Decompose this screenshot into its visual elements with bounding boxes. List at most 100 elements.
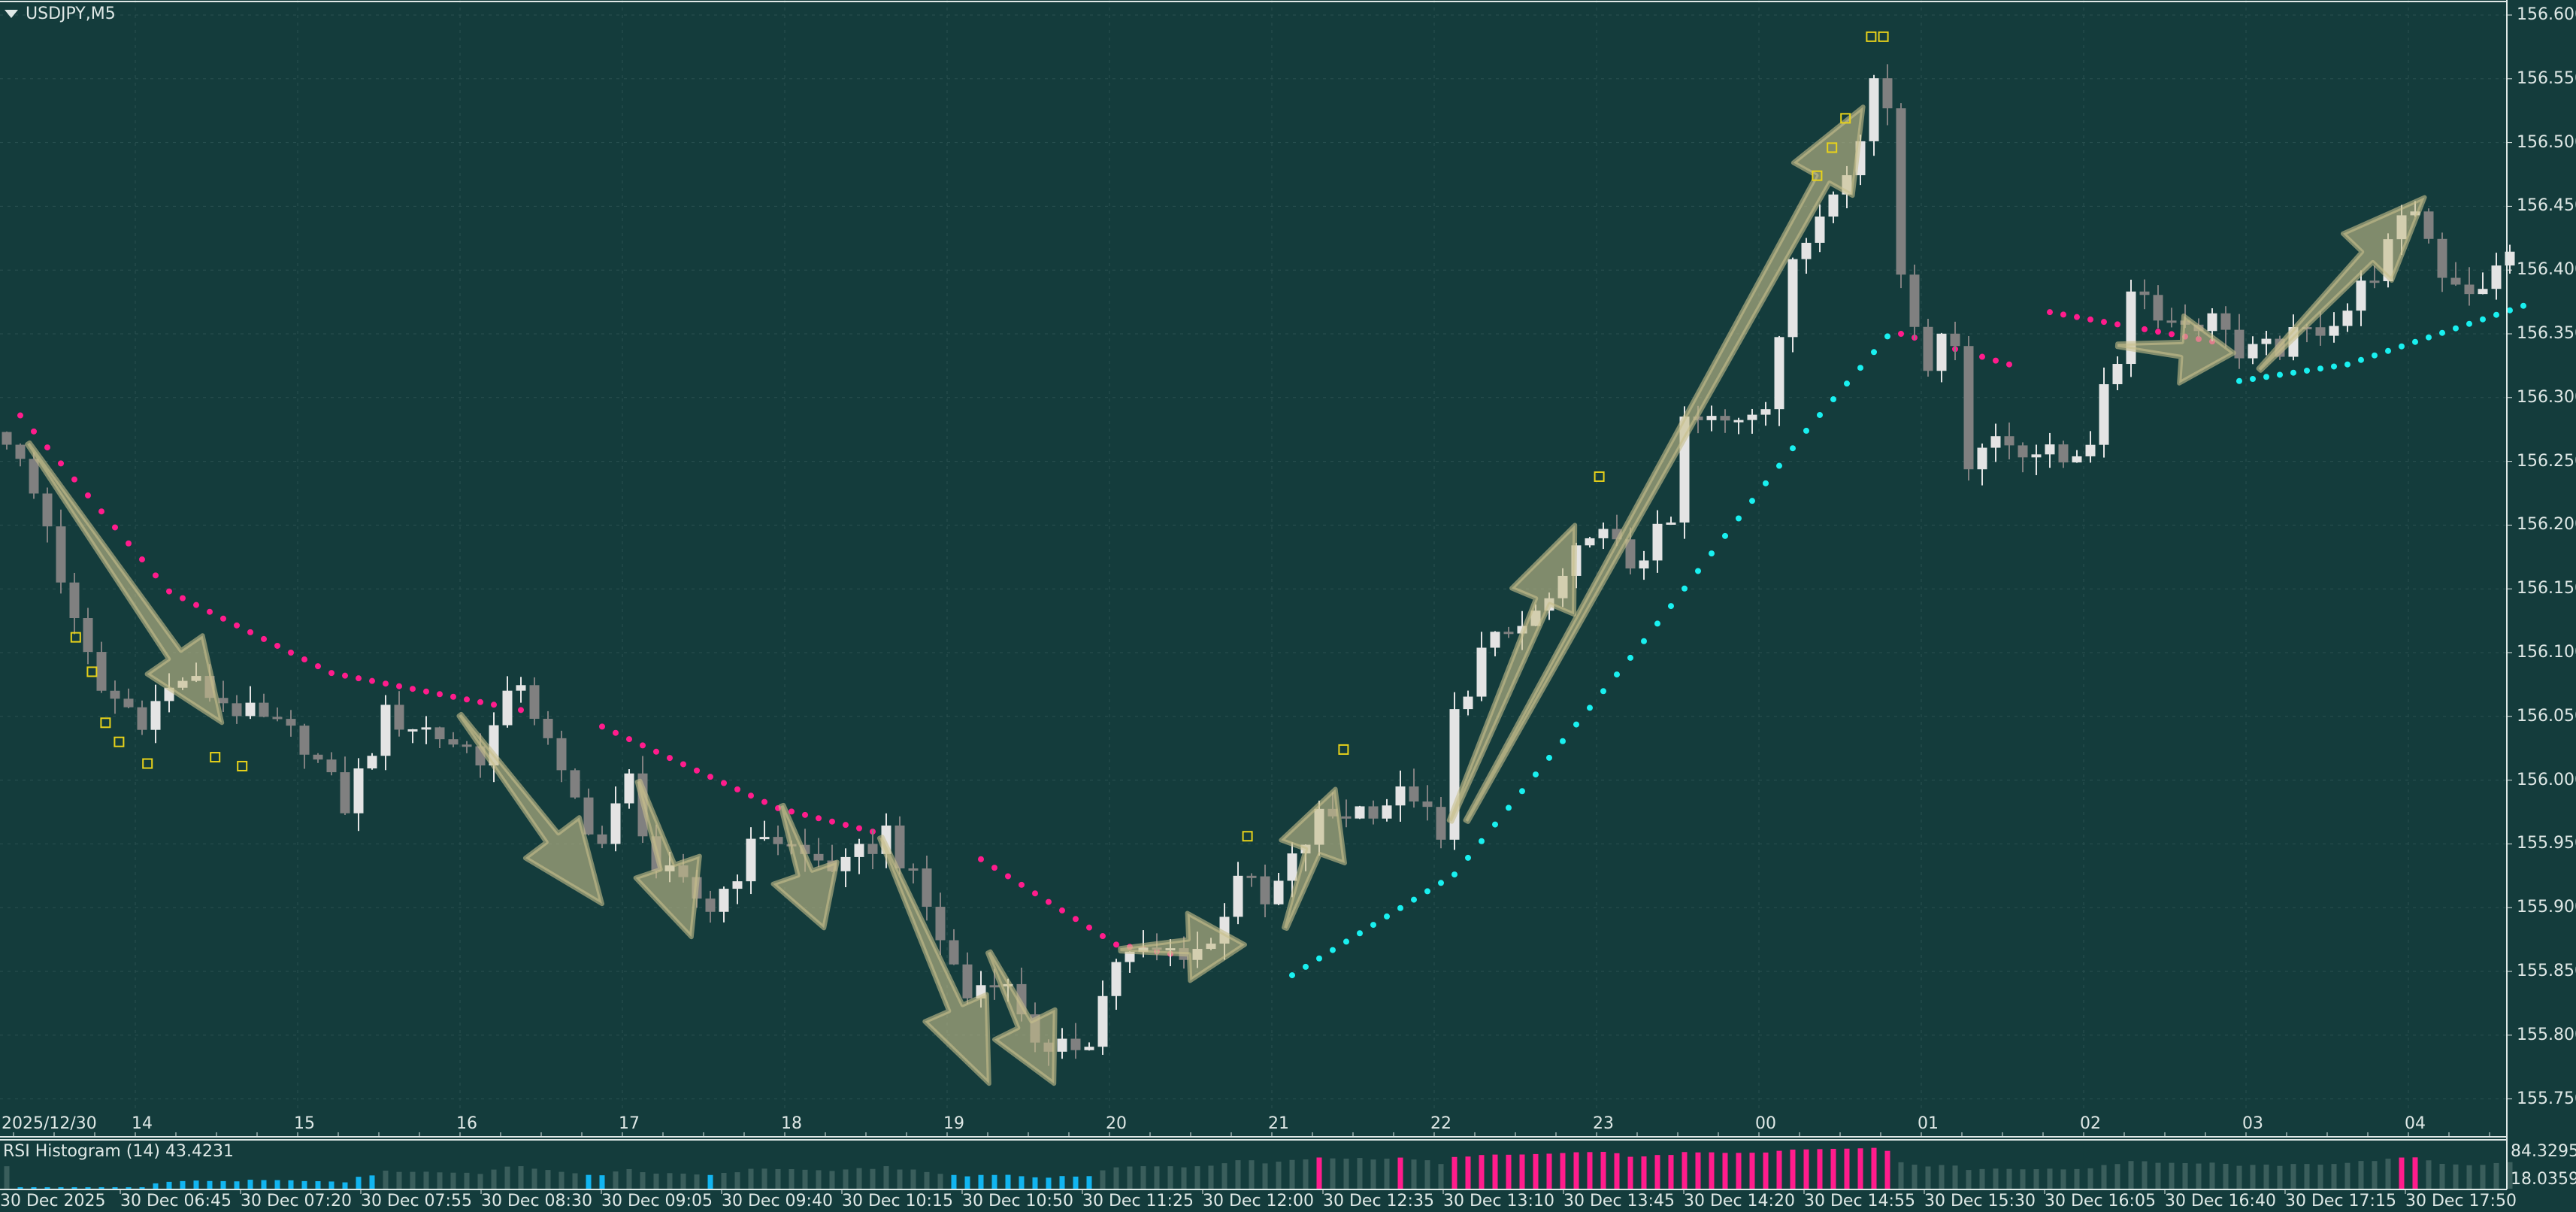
- price-label: 156.050: [2517, 706, 2576, 726]
- rsi-bar: [1046, 1177, 1052, 1189]
- psar-dot: [1073, 916, 1079, 923]
- candle-body: [1598, 529, 1609, 538]
- candle-body: [2356, 280, 2366, 311]
- psar-dot: [1979, 353, 1985, 360]
- price-label: 155.800: [2517, 1025, 2576, 1044]
- psar-dot: [2507, 307, 2513, 314]
- candle-body: [1828, 194, 1839, 217]
- candle: [1084, 1042, 1094, 1051]
- symbol-title[interactable]: USDJPY,M5: [5, 5, 116, 23]
- psar-dot: [1411, 896, 1417, 903]
- candle: [610, 786, 621, 852]
- candle-body: [2464, 284, 2475, 295]
- rsi-bar: [1844, 1148, 1850, 1189]
- candle: [462, 741, 472, 753]
- date-label: 30 Dec 12:35: [1323, 1192, 1434, 1210]
- candle: [1409, 768, 1419, 808]
- rsi-bar: [1966, 1170, 1972, 1189]
- trend-arrow: [2114, 313, 2236, 386]
- psar-dot: [356, 675, 362, 682]
- candle-body: [1815, 217, 1825, 243]
- psar-dot: [1857, 365, 1863, 371]
- rsi-bar: [17, 1187, 23, 1189]
- psar-dot: [2142, 326, 2148, 332]
- candle: [773, 826, 783, 856]
- collapse-triangle-icon[interactable]: [5, 10, 18, 18]
- psar-dot: [1790, 445, 1796, 452]
- psar-dot: [1817, 411, 1823, 418]
- rsi-bar: [1492, 1154, 1498, 1189]
- rsi-bar: [504, 1166, 510, 1189]
- rsi-bar: [2033, 1169, 2039, 1189]
- candle: [2139, 279, 2150, 310]
- candle: [245, 686, 256, 720]
- candle: [2058, 441, 2069, 468]
- psar-dot: [2101, 319, 2107, 326]
- rsi-bar: [531, 1168, 537, 1189]
- candle: [2315, 311, 2326, 346]
- rsi-bar: [1884, 1150, 1890, 1189]
- rsi-bar: [2493, 1162, 2499, 1189]
- candle: [1097, 980, 1108, 1055]
- rsi-bar: [1397, 1157, 1403, 1189]
- rsi-bar: [1614, 1153, 1620, 1189]
- price-label: 156.300: [2517, 387, 2576, 407]
- rsi-bar: [1790, 1149, 1796, 1189]
- psar-dot: [98, 508, 104, 515]
- rsi-bar: [951, 1174, 957, 1189]
- candle: [1490, 631, 1500, 656]
- psar-dot: [1100, 933, 1106, 940]
- rsi-bar: [2466, 1165, 2472, 1189]
- candle: [556, 730, 567, 783]
- rsi-bar: [1519, 1154, 1525, 1189]
- psar-dot: [1600, 688, 1606, 695]
- candle: [1869, 74, 1879, 156]
- candle-body: [719, 889, 729, 912]
- psar-dot: [1654, 620, 1660, 627]
- candle: [83, 608, 93, 665]
- price-label: 156.450: [2517, 196, 2576, 216]
- psar-dot: [2060, 311, 2066, 318]
- date-label: 30 Dec 15:30: [1924, 1192, 2036, 1210]
- signal-marker-icon: [1338, 744, 1349, 755]
- psar-dot: [2087, 316, 2093, 323]
- candle: [543, 711, 553, 745]
- psar-dot: [477, 698, 483, 705]
- psar-dot: [1844, 380, 1850, 387]
- rsi-bar: [2047, 1168, 2053, 1189]
- trend-arrows: [25, 105, 2427, 1086]
- symbol-label: USDJPY,M5: [26, 5, 116, 23]
- candle-body: [746, 838, 756, 882]
- candle: [448, 732, 459, 747]
- candle: [894, 816, 905, 875]
- candle: [299, 723, 310, 769]
- candle-body: [1097, 995, 1108, 1047]
- candle: [2004, 422, 2014, 459]
- psar-dot: [220, 615, 226, 622]
- candle-body: [1977, 447, 1987, 470]
- rsi-bar: [261, 1180, 267, 1189]
- candle-body: [2450, 277, 2461, 285]
- signal-marker-icon: [142, 758, 153, 769]
- signal-marker-icon: [70, 632, 81, 643]
- candle-body: [286, 719, 296, 726]
- date-label: 30 Dec 17:50: [2405, 1192, 2517, 1210]
- price-label: 156.250: [2517, 451, 2576, 471]
- psar-dot: [802, 811, 808, 818]
- psar-dot: [1032, 890, 1038, 897]
- psar-dot: [423, 688, 429, 695]
- psar-dot: [383, 680, 389, 687]
- psar-dot: [2399, 343, 2405, 350]
- rsi-bar: [924, 1171, 930, 1189]
- psar-dot: [2439, 329, 2445, 336]
- rsi-bar: [748, 1168, 754, 1189]
- psar-dot: [1709, 550, 1715, 557]
- date-label: 30 Dec 14:20: [1684, 1192, 1795, 1210]
- date-label: 30 Dec 16:05: [2045, 1192, 2156, 1210]
- signal-marker-icon: [1812, 170, 1823, 181]
- price-label: 156.550: [2517, 68, 2576, 88]
- rsi-bar: [2155, 1162, 2161, 1189]
- rsi-bar: [71, 1187, 77, 1189]
- candle-body: [313, 754, 323, 760]
